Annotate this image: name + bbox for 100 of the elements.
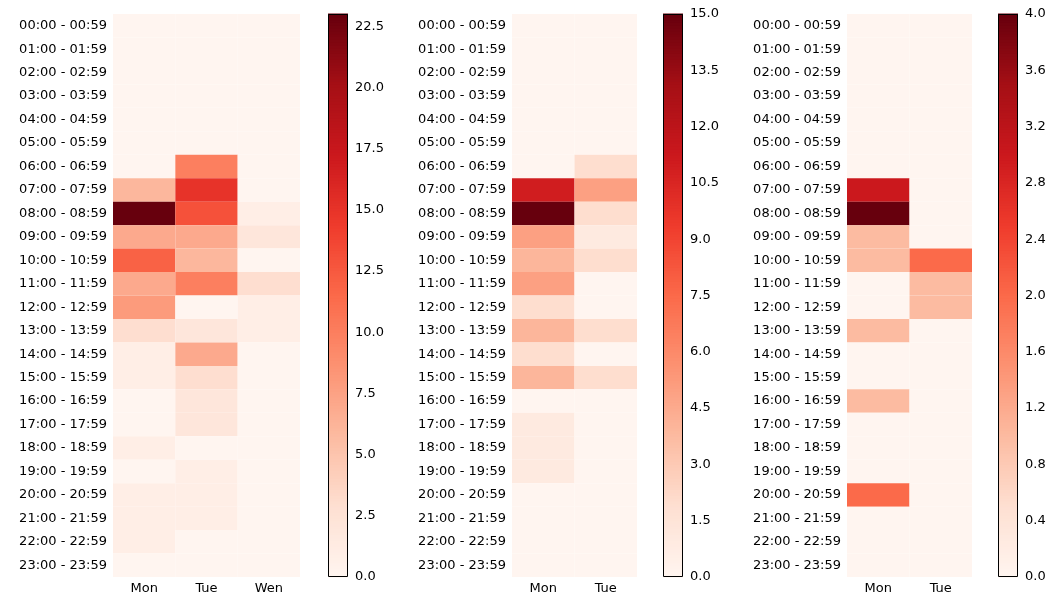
y-tick-label: 23:00 - 23:59 [418, 556, 506, 572]
y-tick-label: 10:00 - 10:59 [19, 251, 107, 267]
x-tick-label: Mon [864, 580, 892, 596]
y-tick-label: 12:00 - 12:59 [753, 298, 841, 314]
y-tick-label: 21:00 - 21:59 [418, 509, 506, 525]
y-tick-label: 13:00 - 13:59 [418, 322, 506, 338]
y-tick-label: 19:00 - 19:59 [19, 462, 107, 478]
x-tick-label: Tue [194, 580, 218, 596]
y-tick-label: 00:00 - 00:59 [753, 17, 841, 33]
color-bar-label: 3.0 [690, 455, 711, 471]
color-bar-label: 20.0 [355, 78, 384, 94]
y-tick-label: 17:00 - 17:59 [418, 415, 506, 431]
y-tick-label: 09:00 - 09:59 [418, 228, 506, 244]
color-bar-label: 0.0 [355, 568, 376, 584]
y-tick-label: 13:00 - 13:59 [753, 322, 841, 338]
color-bar-label: 12.0 [690, 117, 719, 133]
color-bar-label: 2.5 [355, 507, 376, 523]
y-tick-label: 16:00 - 16:59 [753, 392, 841, 408]
y-tick-label: 07:00 - 07:59 [418, 181, 506, 197]
y-tick-label: 05:00 - 05:59 [19, 134, 107, 150]
y-tick-label: 03:00 - 03:59 [418, 87, 506, 103]
y-tick-label: 22:00 - 22:59 [19, 533, 107, 549]
y-tick-label: 15:00 - 15:59 [753, 368, 841, 384]
y-tick-label: 08:00 - 08:59 [753, 204, 841, 220]
y-tick-label: 04:00 - 04:59 [418, 110, 506, 126]
y-tick-label: 20:00 - 20:59 [753, 486, 841, 502]
y-tick-label: 21:00 - 21:59 [19, 509, 107, 525]
y-tick-label: 09:00 - 09:59 [753, 228, 841, 244]
color-bar-label: 1.6 [1025, 343, 1046, 359]
y-tick-label: 17:00 - 17:59 [753, 415, 841, 431]
color-bar-label: 15.0 [690, 5, 719, 21]
color-bar-label: 1.5 [690, 512, 711, 528]
y-tick-label: 11:00 - 11:59 [753, 275, 841, 291]
y-tick-label: 18:00 - 18:59 [418, 439, 506, 455]
y-tick-label: 23:00 - 23:59 [19, 556, 107, 572]
y-tick-label: 16:00 - 16:59 [418, 392, 506, 408]
color-bar-label: 22.5 [355, 17, 384, 33]
color-bar-label: 0.4 [1025, 512, 1046, 528]
color-bar-label: 10.0 [355, 323, 384, 339]
y-tick-label: 13:00 - 13:59 [19, 322, 107, 338]
y-tick-label: 01:00 - 01:59 [19, 40, 107, 56]
y-tick-label: 18:00 - 18:59 [753, 439, 841, 455]
color-bar-label: 3.6 [1025, 61, 1046, 77]
y-tick-label: 02:00 - 02:59 [753, 64, 841, 80]
y-tick-label: 05:00 - 05:59 [418, 134, 506, 150]
color-bar-label: 4.5 [690, 399, 711, 415]
y-tick-label: 16:00 - 16:59 [19, 392, 107, 408]
y-tick-label: 20:00 - 20:59 [19, 486, 107, 502]
color-bar-label: 12.5 [355, 262, 384, 278]
y-tick-label: 10:00 - 10:59 [418, 251, 506, 267]
color-bar-label: 2.4 [1025, 230, 1046, 246]
color-bar-label: 17.5 [355, 140, 384, 156]
y-tick-label: 12:00 - 12:59 [19, 298, 107, 314]
y-tick-label: 07:00 - 07:59 [753, 181, 841, 197]
color-bar-label: 6.0 [690, 343, 711, 359]
color-bar-label: 9.0 [690, 230, 711, 246]
y-tick-label: 00:00 - 00:59 [19, 17, 107, 33]
y-tick-label: 20:00 - 20:59 [418, 486, 506, 502]
y-tick-label: 00:00 - 00:59 [418, 17, 506, 33]
y-tick-label: 06:00 - 06:59 [19, 157, 107, 173]
y-tick-label: 10:00 - 10:59 [753, 251, 841, 267]
y-tick-label: 19:00 - 19:59 [418, 462, 506, 478]
color-bar-label: 2.0 [1025, 286, 1046, 302]
y-tick-label: 15:00 - 15:59 [418, 368, 506, 384]
y-tick-label: 04:00 - 04:59 [19, 110, 107, 126]
color-bar-label: 0.8 [1025, 455, 1046, 471]
y-tick-label: 06:00 - 06:59 [418, 157, 506, 173]
color-bar-label: 5.0 [355, 445, 376, 461]
color-bar-label: 3.2 [1025, 117, 1046, 133]
y-tick-label: 08:00 - 08:59 [418, 204, 506, 220]
y-tick-label: 01:00 - 01:59 [418, 40, 506, 56]
x-tick-label: Tue [593, 580, 617, 596]
color-bar-label: 7.5 [355, 384, 376, 400]
y-tick-label: 11:00 - 11:59 [19, 275, 107, 291]
y-tick-label: 06:00 - 06:59 [753, 157, 841, 173]
y-tick-label: 01:00 - 01:59 [753, 40, 841, 56]
color-bar-label: 13.5 [690, 61, 719, 77]
y-tick-label: 08:00 - 08:59 [19, 204, 107, 220]
y-tick-label: 09:00 - 09:59 [19, 228, 107, 244]
color-bar-label: 7.5 [690, 286, 711, 302]
y-tick-label: 03:00 - 03:59 [19, 87, 107, 103]
y-tick-label: 17:00 - 17:59 [19, 415, 107, 431]
y-tick-label: 18:00 - 18:59 [19, 439, 107, 455]
color-bar-label: 15.0 [355, 201, 384, 217]
y-tick-label: 02:00 - 02:59 [418, 64, 506, 80]
y-tick-label: 22:00 - 22:59 [753, 533, 841, 549]
x-tick-label: Mon [529, 580, 557, 596]
color-bar-label: 0.0 [1025, 568, 1046, 584]
y-tick-label: 21:00 - 21:59 [753, 509, 841, 525]
color-bar-label: 0.0 [690, 568, 711, 584]
y-tick-label: 14:00 - 14:59 [753, 345, 841, 361]
y-tick-label: 19:00 - 19:59 [753, 462, 841, 478]
y-tick-label: 02:00 - 02:59 [19, 64, 107, 80]
y-tick-label: 11:00 - 11:59 [418, 275, 506, 291]
y-tick-label: 23:00 - 23:59 [753, 556, 841, 572]
y-tick-label: 04:00 - 04:59 [753, 110, 841, 126]
y-tick-label: 05:00 - 05:59 [753, 134, 841, 150]
y-tick-label: 14:00 - 14:59 [19, 345, 107, 361]
y-tick-label: 15:00 - 15:59 [19, 368, 107, 384]
x-tick-label: Mon [130, 580, 158, 596]
